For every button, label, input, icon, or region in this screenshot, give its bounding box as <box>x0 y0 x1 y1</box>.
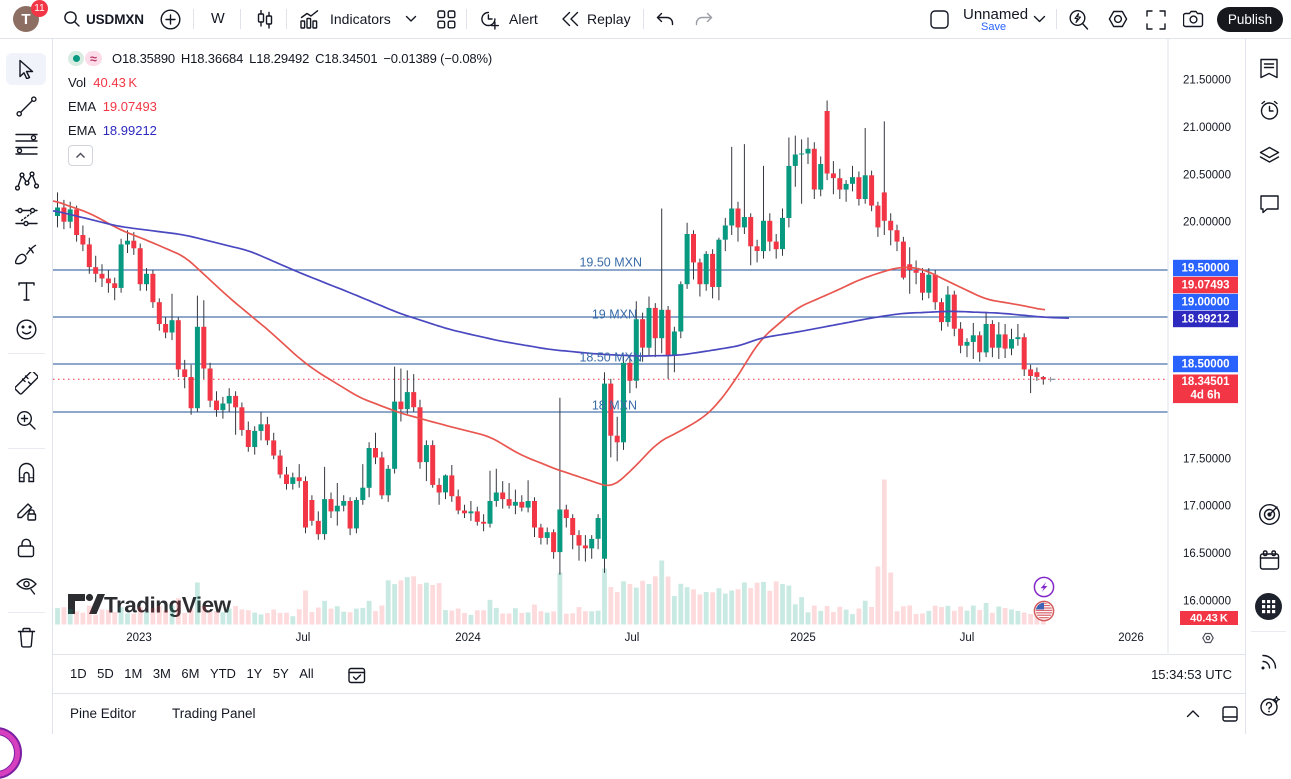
svg-text:18.34501: 18.34501 <box>1182 376 1231 388</box>
svg-text:Jul: Jul <box>296 632 311 644</box>
svg-text:19.50 MXN: 19.50 MXN <box>579 255 642 269</box>
svg-text:21.50000: 21.50000 <box>1183 75 1231 87</box>
svg-text:Jul: Jul <box>960 632 975 644</box>
svg-text:19.07493: 19.07493 <box>1182 280 1230 292</box>
svg-text:2023: 2023 <box>126 632 152 644</box>
svg-text:Jul: Jul <box>625 632 640 644</box>
svg-text:18.50 MXN: 18.50 MXN <box>579 350 642 364</box>
svg-text:TradingView: TradingView <box>104 593 232 618</box>
svg-text:20.00000: 20.00000 <box>1183 217 1231 229</box>
svg-text:4d 6h: 4d 6h <box>1190 390 1220 402</box>
svg-text:40.43 K: 40.43 K <box>1190 612 1228 624</box>
svg-text:20.50000: 20.50000 <box>1183 169 1231 181</box>
svg-text:18.99212: 18.99212 <box>1182 314 1230 326</box>
svg-text:17.00000: 17.00000 <box>1183 501 1231 513</box>
svg-text:18 MXN: 18 MXN <box>592 398 637 412</box>
svg-text:2024: 2024 <box>455 632 481 644</box>
svg-text:19.00000: 19.00000 <box>1182 297 1230 309</box>
svg-text:2025: 2025 <box>790 632 816 644</box>
svg-text:19.50000: 19.50000 <box>1182 263 1230 275</box>
svg-text:16.00000: 16.00000 <box>1183 595 1231 607</box>
svg-text:19 MXN: 19 MXN <box>592 307 637 321</box>
svg-text:21.00000: 21.00000 <box>1183 122 1231 134</box>
svg-text:18.50000: 18.50000 <box>1182 359 1230 371</box>
svg-text:2026: 2026 <box>1118 632 1144 644</box>
svg-text:16.50000: 16.50000 <box>1183 548 1231 560</box>
svg-text:17.50000: 17.50000 <box>1183 453 1231 465</box>
